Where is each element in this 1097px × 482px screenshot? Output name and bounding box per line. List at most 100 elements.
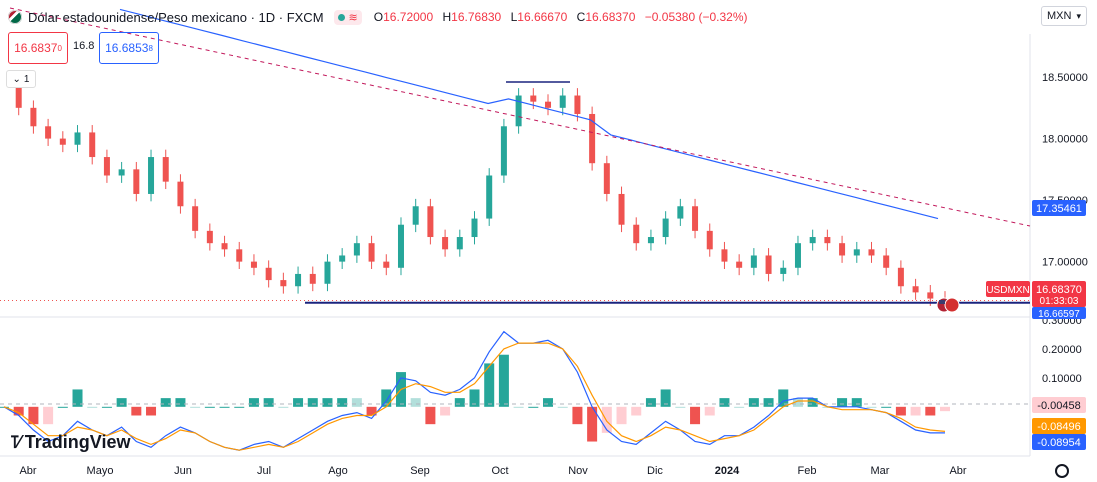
symbol-label: USDMXN bbox=[986, 281, 1030, 297]
price-tick-label: 18.00000 bbox=[1042, 134, 1088, 146]
signal-line bbox=[3, 342, 946, 451]
candle-body bbox=[383, 261, 390, 268]
ma-value-text: 17.35461 bbox=[1036, 203, 1082, 215]
hist-value-label: -0.00458 bbox=[1032, 397, 1086, 413]
histogram-bar bbox=[293, 398, 304, 407]
sell-button[interactable]: 16.6837 0 bbox=[8, 32, 68, 64]
candle-body bbox=[412, 206, 419, 225]
histogram-bar bbox=[351, 398, 362, 407]
spread-value: 16.8 bbox=[73, 40, 95, 52]
candle-body bbox=[206, 230, 213, 244]
histogram-bar bbox=[307, 398, 318, 407]
symbol-title[interactable]: Dólar estadounidense/Peso mexicano · 1D … bbox=[28, 9, 324, 25]
histogram-bar bbox=[263, 398, 274, 407]
histogram-bar bbox=[87, 406, 98, 408]
histogram-bar bbox=[557, 406, 568, 408]
macd-value-label: -0.08954 bbox=[1032, 434, 1086, 450]
candle-body bbox=[397, 224, 404, 268]
histogram-bar bbox=[322, 398, 333, 407]
histogram-bar bbox=[748, 398, 759, 407]
market-status-badge[interactable]: ≋ bbox=[333, 9, 362, 25]
candle-body bbox=[486, 175, 493, 219]
candle-body bbox=[633, 224, 640, 244]
candle-body bbox=[103, 157, 110, 176]
low-value: 16.66670 bbox=[517, 10, 568, 24]
histogram-bar bbox=[866, 406, 877, 408]
histogram-bar bbox=[469, 389, 480, 407]
candle-body bbox=[883, 255, 890, 268]
last-price-label: 16.68370 01:33:03 bbox=[1032, 281, 1086, 307]
candle-body bbox=[89, 132, 96, 158]
symbol-label-text: USDMXN bbox=[986, 285, 1029, 296]
time-tick-label: Jul bbox=[257, 465, 271, 477]
histogram-bar bbox=[101, 406, 112, 408]
countdown-text: 01:33:03 bbox=[1040, 296, 1079, 307]
candle-body bbox=[750, 255, 757, 268]
histogram-bar bbox=[940, 406, 950, 412]
candle-body bbox=[59, 138, 66, 145]
gear-icon[interactable] bbox=[1055, 464, 1069, 478]
histogram-bar bbox=[484, 363, 495, 407]
signal-value-text: -0.08496 bbox=[1037, 421, 1080, 433]
candle-body bbox=[471, 218, 478, 238]
tradingview-logo-icon: ⊺⁄ bbox=[10, 432, 21, 452]
high-value: 16.76830 bbox=[451, 10, 502, 24]
time-tick-label: Abr bbox=[19, 465, 36, 477]
histogram-bar bbox=[675, 406, 686, 408]
histogram-bar bbox=[704, 406, 715, 416]
candle-body bbox=[927, 292, 934, 299]
histogram-bar bbox=[881, 406, 892, 408]
flag-event-icon[interactable] bbox=[936, 297, 960, 313]
time-tick-label: Mar bbox=[871, 465, 890, 477]
histogram-bar bbox=[175, 398, 186, 407]
low-label: L bbox=[510, 10, 518, 24]
candle-body bbox=[677, 206, 684, 219]
histogram-bar bbox=[763, 398, 774, 407]
histogram-bar bbox=[778, 389, 789, 407]
candle-body bbox=[339, 255, 346, 262]
candle-body bbox=[530, 95, 537, 102]
histogram-bar bbox=[160, 398, 171, 407]
histogram-bar bbox=[131, 406, 142, 416]
histogram-bar bbox=[381, 389, 392, 407]
last-price-text: 16.68370 bbox=[1036, 284, 1082, 296]
candle-body bbox=[603, 163, 610, 194]
oscillator-tick-label: 0.20000 bbox=[1042, 344, 1082, 356]
time-tick-label: Sep bbox=[410, 465, 430, 477]
currency-value: MXN bbox=[1047, 10, 1072, 22]
candle-body bbox=[618, 193, 625, 225]
histogram-bar bbox=[219, 406, 230, 408]
price-tick-label: 17.00000 bbox=[1042, 257, 1088, 269]
tradingview-logo: ⊺⁄ TradingView bbox=[10, 432, 130, 453]
histogram-bar bbox=[792, 398, 803, 407]
support-value-label: 16.66597 bbox=[1032, 307, 1086, 320]
histogram-bar bbox=[410, 398, 421, 407]
histogram-bar bbox=[895, 406, 906, 416]
candle-body bbox=[324, 261, 331, 284]
candle-body bbox=[177, 181, 184, 207]
oscillator-tick-label: 0.10000 bbox=[1042, 373, 1082, 385]
currency-select[interactable]: MXN ▾ bbox=[1041, 6, 1087, 26]
candle-body bbox=[162, 157, 169, 182]
candle-body bbox=[897, 267, 904, 287]
histogram-bar bbox=[572, 406, 583, 425]
resistance-trend-line[interactable] bbox=[9, 7, 1031, 227]
candle-body bbox=[133, 169, 140, 194]
candle-body bbox=[706, 230, 713, 250]
indicator-collapse-button[interactable]: ⌄ 1 bbox=[6, 70, 36, 88]
chevron-down-icon: ⌄ bbox=[12, 73, 21, 85]
change-value: −0.05380 (−0.32%) bbox=[644, 10, 748, 24]
histogram-bar bbox=[719, 398, 730, 407]
candle-body bbox=[192, 206, 199, 231]
candle-body bbox=[15, 83, 22, 108]
candle-body bbox=[118, 169, 125, 176]
candle-body bbox=[456, 237, 463, 250]
ma-value-label: 17.35461 bbox=[1032, 200, 1086, 216]
histogram-bar bbox=[72, 389, 83, 407]
candle-body bbox=[265, 267, 272, 281]
moving-average-line bbox=[119, 8, 939, 220]
buy-button[interactable]: 16.6853 8 bbox=[99, 32, 159, 64]
candle-body bbox=[809, 237, 816, 244]
